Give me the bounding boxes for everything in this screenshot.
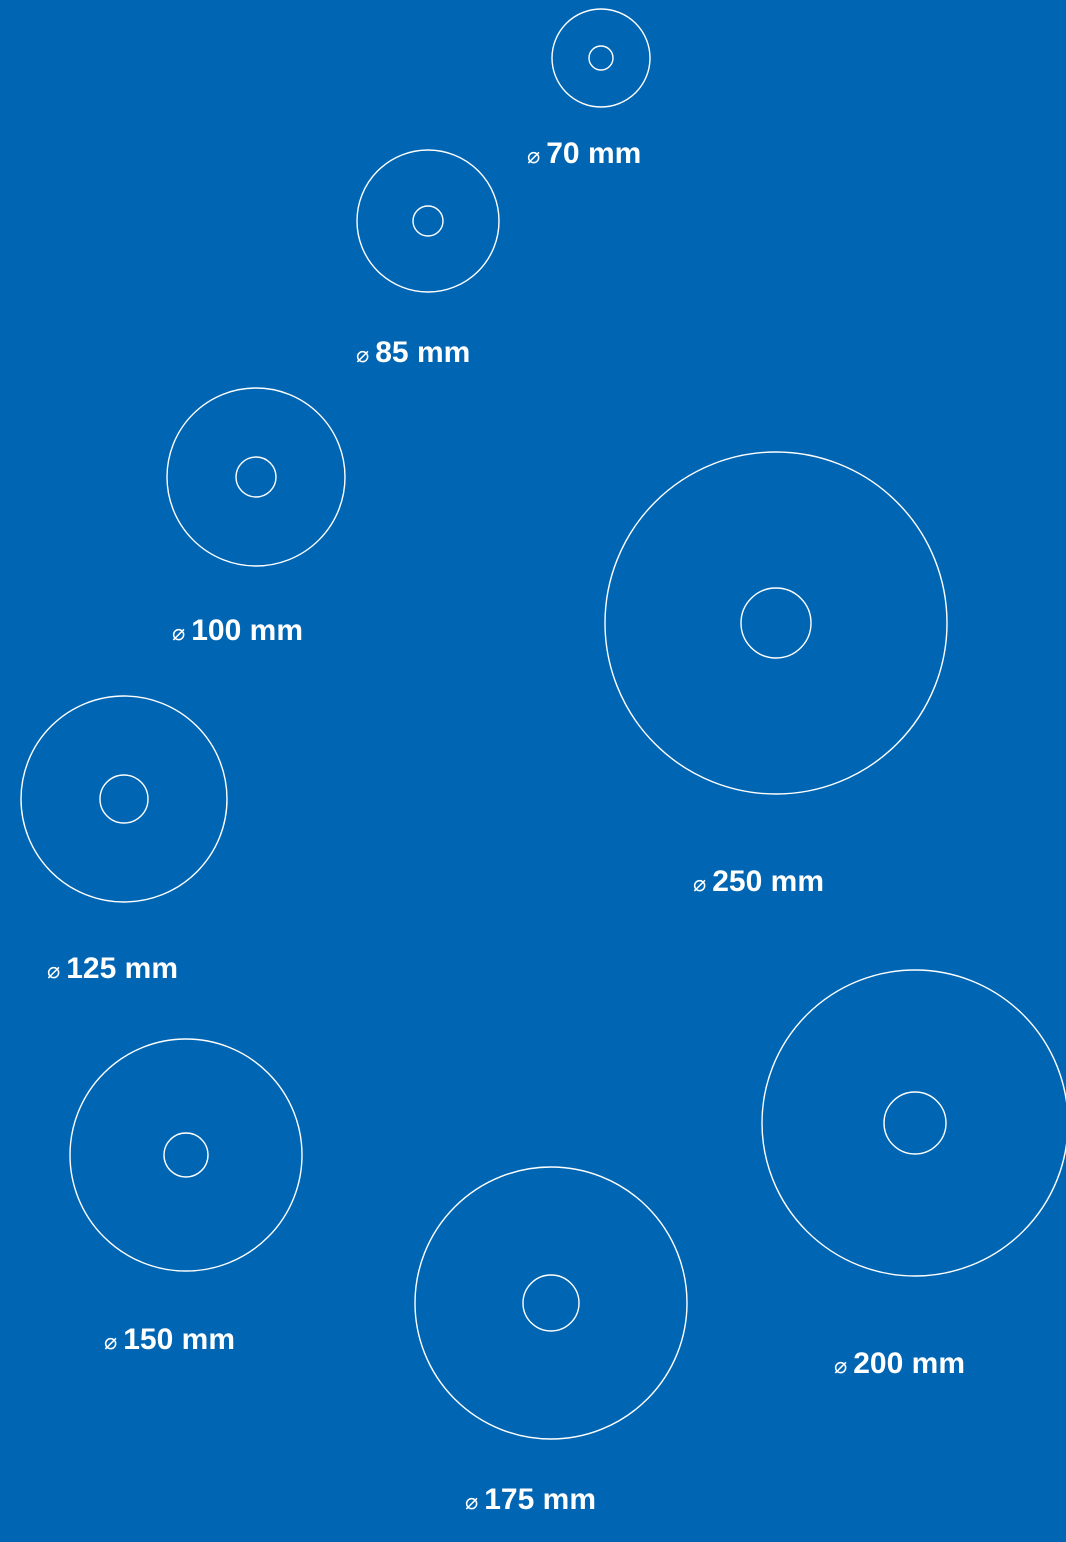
label-70-text: 70 mm <box>546 137 642 170</box>
label-250: ⌀ 250 mm <box>693 864 824 903</box>
disc-175-outline <box>414 1166 688 1440</box>
label-200: ⌀ 200 mm <box>834 1346 965 1385</box>
disc-85 <box>356 149 500 293</box>
diameter-symbol: ⌀ <box>465 1490 479 1515</box>
disc-250 <box>604 451 948 795</box>
label-200-text: 200 mm <box>853 1347 965 1380</box>
disc-175-center-hole <box>522 1274 580 1332</box>
label-175: ⌀ 175 mm <box>465 1482 596 1521</box>
disc-150-center-hole <box>163 1132 209 1178</box>
disc-100-center-hole <box>235 456 277 498</box>
label-100-text: 100 mm <box>191 614 303 647</box>
disc-150 <box>69 1038 303 1272</box>
disc-175 <box>414 1166 688 1440</box>
disc-70-center-hole <box>588 45 614 71</box>
label-100: ⌀ 100 mm <box>172 613 303 652</box>
disc-200 <box>761 969 1066 1277</box>
disc-200-center-hole <box>883 1091 947 1155</box>
disc-85-outline <box>356 149 500 293</box>
label-175-text: 175 mm <box>484 1483 596 1516</box>
disc-70 <box>551 8 651 108</box>
diameter-symbol: ⌀ <box>172 621 186 646</box>
label-125-text: 125 mm <box>66 952 178 985</box>
label-85-text: 85 mm <box>375 336 471 369</box>
diameter-symbol: ⌀ <box>356 343 370 368</box>
label-250-text: 250 mm <box>712 865 824 898</box>
disc-70-outline <box>551 8 651 108</box>
disc-250-center-hole <box>740 587 812 659</box>
disc-200-outline <box>761 969 1066 1277</box>
label-70: ⌀ 70 mm <box>527 136 641 175</box>
diameter-symbol: ⌀ <box>834 1354 848 1379</box>
disc-100 <box>166 387 346 567</box>
label-150: ⌀ 150 mm <box>104 1322 235 1361</box>
diameter-symbol: ⌀ <box>527 144 541 169</box>
disc-100-outline <box>166 387 346 567</box>
label-85: ⌀ 85 mm <box>356 335 470 374</box>
diameter-symbol: ⌀ <box>693 872 707 897</box>
disc-250-outline <box>604 451 948 795</box>
label-125: ⌀ 125 mm <box>47 951 178 990</box>
label-150-text: 150 mm <box>123 1323 235 1356</box>
disc-125 <box>20 695 228 903</box>
disc-150-outline <box>69 1038 303 1272</box>
diameter-symbol: ⌀ <box>47 959 61 984</box>
diameter-symbol: ⌀ <box>104 1330 118 1355</box>
disc-125-outline <box>20 695 228 903</box>
disc-125-center-hole <box>99 774 149 824</box>
disc-85-center-hole <box>412 205 444 237</box>
